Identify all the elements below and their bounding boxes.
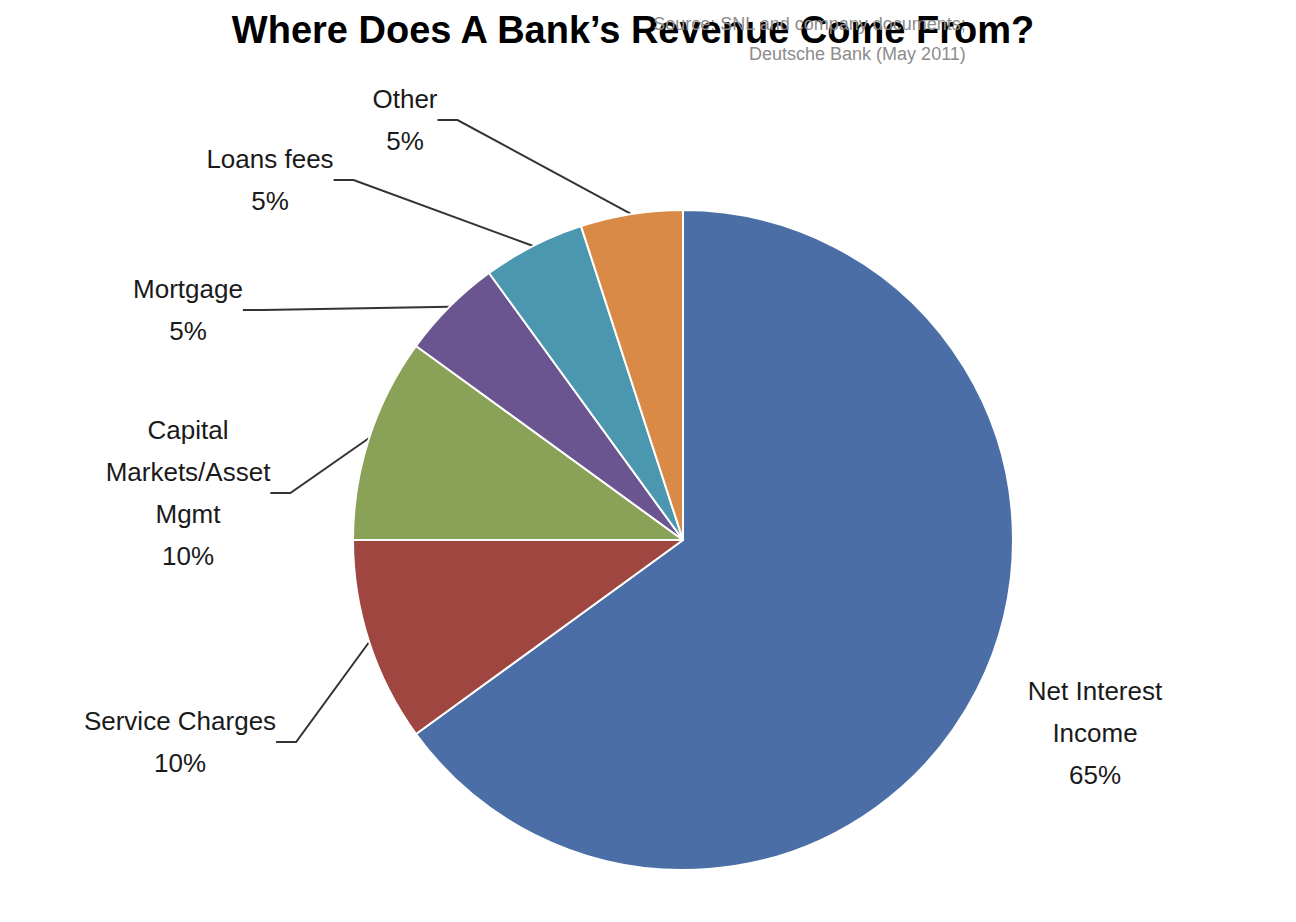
svg-text:Other: Other bbox=[372, 84, 437, 114]
svg-text:5%: 5% bbox=[169, 316, 207, 346]
svg-text:10%: 10% bbox=[154, 748, 206, 778]
svg-text:Markets/Asset: Markets/Asset bbox=[106, 457, 271, 487]
svg-text:Where Does A Bank’s Revenue Co: Where Does A Bank’s Revenue Come From? bbox=[231, 9, 1035, 51]
svg-text:65%: 65% bbox=[1069, 760, 1121, 790]
svg-text:10%: 10% bbox=[162, 541, 214, 571]
svg-text:Net Interest: Net Interest bbox=[1028, 676, 1163, 706]
svg-text:Capital: Capital bbox=[148, 415, 229, 445]
svg-text:Mortgage: Mortgage bbox=[133, 274, 243, 304]
svg-text:Mgmt: Mgmt bbox=[156, 499, 222, 529]
svg-text:5%: 5% bbox=[386, 126, 424, 156]
svg-text:5%: 5% bbox=[251, 186, 289, 216]
svg-text:Loans fees: Loans fees bbox=[206, 144, 333, 174]
svg-text:Service Charges: Service Charges bbox=[84, 706, 276, 736]
svg-text:Income: Income bbox=[1052, 718, 1137, 748]
svg-text:Source: SNL and company docume: Source: SNL and company documents; bbox=[653, 14, 966, 34]
svg-text:Deutsche Bank (May 2011): Deutsche Bank (May 2011) bbox=[749, 44, 966, 64]
